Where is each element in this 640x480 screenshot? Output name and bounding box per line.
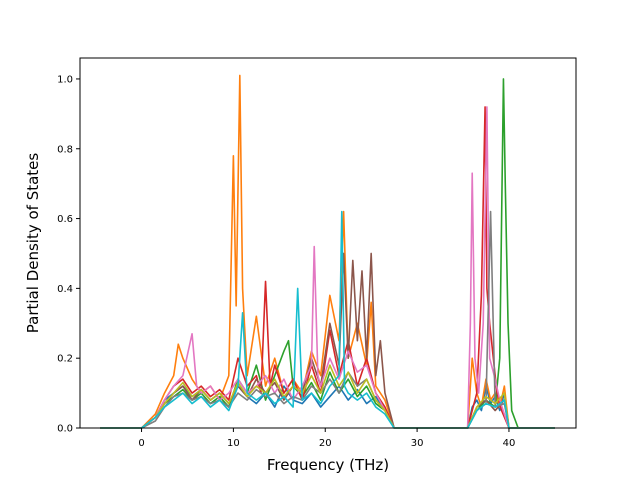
y-tick-label: 0.8 <box>57 144 73 155</box>
y-tick-label: 0.6 <box>57 214 73 225</box>
x-tick-label: 30 <box>411 438 424 449</box>
series-line-4 <box>100 106 555 429</box>
x-tick-label: 40 <box>503 438 516 449</box>
y-tick-label: 0.0 <box>57 424 73 435</box>
y-ticks: 0.0 0.2 0.4 0.6 0.8 1.0 <box>57 74 80 435</box>
series-line-8 <box>100 364 555 429</box>
x-axis-label: Frequency (THz) <box>267 456 389 474</box>
y-tick-label: 1.0 <box>57 74 73 85</box>
x-tick-label: 0 <box>138 438 144 449</box>
series-line-3 <box>100 78 555 429</box>
axes-frame <box>79 57 577 429</box>
series-line-6 <box>100 106 555 429</box>
x-tick-label: 10 <box>227 438 240 449</box>
series-line-9 <box>100 210 555 429</box>
series-layer <box>100 74 555 429</box>
x-tick-label: 20 <box>319 438 332 449</box>
x-ticks: 0 10 20 30 40 <box>138 428 515 449</box>
y-axis-label: Partial Density of States <box>24 153 42 334</box>
y-tick-label: 0.2 <box>57 354 73 365</box>
y-tick-label: 0.4 <box>57 284 73 295</box>
